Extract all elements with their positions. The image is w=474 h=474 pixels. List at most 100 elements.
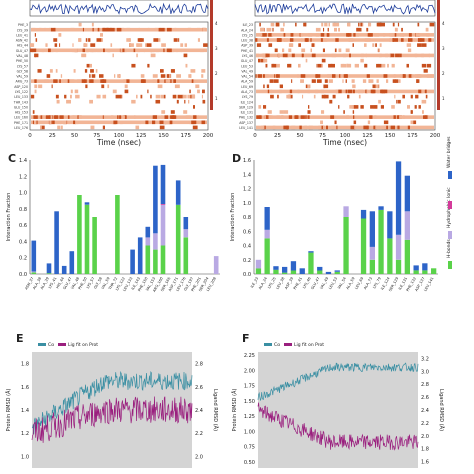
top-left-contact-mark [55, 94, 59, 99]
panel-d-bar-water-bridges [378, 206, 384, 210]
panel-d-category-label: GLU_47 [310, 277, 320, 291]
top-left-contact-mark [113, 120, 118, 125]
top-right-contact-mark [423, 115, 428, 119]
top-left-contact-mark [30, 94, 35, 99]
panel-d-bar-h-bonds [334, 271, 340, 274]
top-right-contact-mark [397, 99, 401, 104]
top-left-contact-mark [170, 115, 175, 119]
panel-c-bar-water-bridges [175, 180, 181, 205]
top-left-contact-mark [170, 69, 175, 73]
top-right-contact-mark [360, 22, 363, 27]
top-left-contact-band [31, 48, 207, 53]
panel-d-bar-h-bonds [413, 270, 419, 274]
top-left-contact-mark [40, 115, 43, 119]
top-right-contact-mark [277, 38, 282, 42]
top-right-contact-mark [299, 125, 302, 130]
panel-d-legend-swatch [448, 231, 452, 239]
panel-e-legend-swatch [38, 343, 46, 346]
top-right-contact-mark [273, 79, 279, 83]
top-left-contact-mark [155, 94, 161, 99]
top-right-contact-mark [286, 38, 288, 42]
top-left-contact-mark [147, 63, 150, 68]
top-right-contact-mark [348, 22, 351, 27]
top-right-residue-label: ALA_73 [241, 90, 253, 94]
top-right-residue-label: VAL_49 [241, 69, 253, 73]
panel-e-series-line [31, 396, 193, 443]
top-right-xtick-label: 25 [274, 133, 281, 139]
top-left-contact-mark [49, 120, 52, 125]
top-right-contact-mark [372, 84, 376, 89]
top-right-contact-mark [426, 63, 432, 68]
top-right-contact-mark [257, 74, 262, 78]
panel-e-panel: E Cα Lig fit on Prot 1.0 1.2 1.4 1.6 1.8 2.0 2.2 2… [5, 332, 219, 468]
panel-d-bar-h-bonds [343, 217, 349, 274]
top-right-contact-mark [378, 99, 381, 104]
panel-d-category-label: VAL_49 [319, 276, 329, 290]
top-right-residue-label: LEU_141 [239, 126, 253, 130]
panel-c-panel: C 0.0 0.2 0.4 0.6 0.8 1.0 1.2 1.4 Interaction Fra… [6, 152, 220, 293]
panel-d-bar-h-bonds [422, 270, 428, 274]
top-left-colorbar [210, 0, 213, 110]
top-left-contact-mark [161, 43, 166, 47]
top-right-contact-mark [300, 74, 306, 78]
top-right-contact-mark [422, 89, 425, 94]
top-right-contact-mark [339, 74, 341, 78]
top-right-summary-frame [254, 0, 436, 17]
panel-c-bar-water-bridges [153, 165, 158, 234]
top-right-contact-mark [282, 53, 288, 58]
top-right-contact-mark [342, 63, 347, 68]
top-right-contact-mark [258, 58, 261, 63]
top-right-contact-mark [338, 27, 340, 32]
panel-c-bar-h-bonds [160, 245, 166, 274]
top-right-contact-mark [417, 74, 421, 78]
top-left-contact-mark [85, 48, 87, 53]
top-left-contact-mark [192, 120, 197, 125]
top-right-contact-mark [413, 38, 416, 42]
top-left-contact-mark [84, 79, 87, 83]
panel-d-bar-h-bonds [273, 269, 279, 274]
top-right-contact-mark [414, 53, 418, 58]
panel-c-category-label: THR_72 [107, 277, 118, 292]
top-right-contact-mark [352, 89, 355, 94]
top-left-contact-mark [160, 27, 165, 32]
top-left-contact-mark [90, 48, 94, 53]
top-right-contact-mark [391, 63, 395, 68]
top-right-residue-label: PHE_132 [239, 116, 253, 120]
top-left-contact-mark [136, 43, 141, 47]
top-right-contact-mark [323, 27, 325, 32]
top-right-residue-label: ALA_24 [241, 28, 253, 32]
top-right-contact-mark [268, 43, 273, 47]
top-left-residue-label: VAL_48 [16, 54, 28, 58]
top-right-contact-mark [324, 94, 329, 99]
top-left-contact-mark [32, 110, 35, 114]
top-right-contact-mark [417, 22, 420, 27]
panel-c-category-label: ASP_171 [168, 277, 179, 292]
top-right-contact-mark [380, 22, 385, 27]
top-left-contact-mark [103, 48, 105, 53]
top-left-contact-mark [92, 48, 97, 53]
panel-c-bar-water-bridges [46, 263, 52, 274]
top-left-contact-mark [189, 89, 191, 94]
panel-d-bar-h-bonds [308, 252, 314, 274]
top-right-contact-band [256, 38, 434, 42]
top-right-contact-mark [283, 125, 288, 130]
top-right-panel: ILE_23ALA_24LYS_25LEU_38ASP_39PHE_41LYS_… [239, 0, 445, 147]
top-left-contact-mark [187, 94, 193, 99]
top-right-contact-mark [392, 22, 395, 27]
top-left-contact-mark [202, 27, 206, 32]
top-right-colorbar [437, 0, 440, 110]
top-left-contact-mark [184, 43, 187, 47]
panel-d-bar-water-bridges [413, 265, 419, 271]
top-left-contact-mark [34, 53, 36, 58]
top-left-xtick-label: 150 [158, 133, 169, 139]
top-right-contact-mark [428, 53, 430, 58]
top-left-contact-mark [53, 115, 57, 119]
top-left-contact-mark [168, 48, 172, 53]
top-left-contact-mark [158, 27, 161, 32]
top-left-contact-mark [133, 48, 136, 53]
top-left-contact-mark [53, 120, 55, 125]
top-right-contact-band [256, 115, 434, 119]
top-left-contact-mark [145, 43, 148, 47]
top-left-contact-mark [110, 43, 113, 47]
